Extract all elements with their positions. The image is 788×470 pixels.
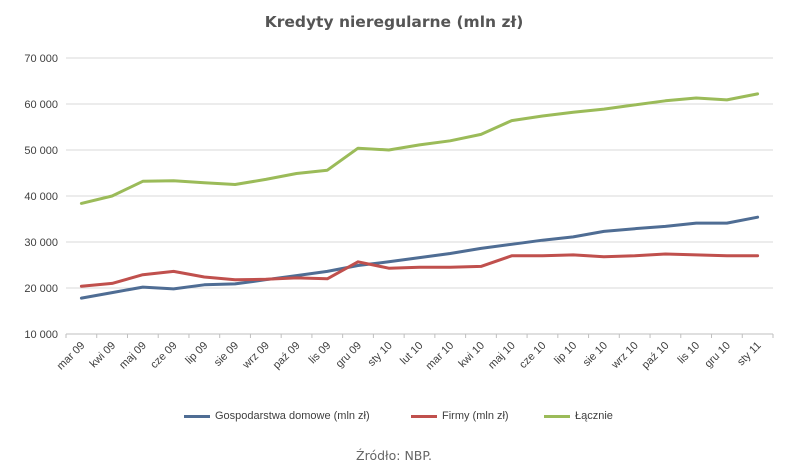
y-tick-label: 40 000 xyxy=(24,191,58,203)
series-line-0 xyxy=(79,215,760,300)
legend-label-lacznie: Łącznie xyxy=(575,410,613,422)
x-tick-label: sty 10 xyxy=(366,340,395,369)
y-tick-label: 60 000 xyxy=(24,99,58,111)
legend-item-lacznie: Łącznie xyxy=(544,410,613,422)
y-tick-label: 70 000 xyxy=(24,53,58,65)
x-tick-label: sie 09 xyxy=(212,340,241,369)
x-tick-label: sie 10 xyxy=(581,340,610,369)
y-tick-label: 20 000 xyxy=(24,283,58,295)
x-tick-label: maj 10 xyxy=(486,340,518,372)
x-tick-label: mar 09 xyxy=(55,340,88,373)
x-tick-label: cze 10 xyxy=(517,340,548,371)
series-line-2 xyxy=(79,92,760,205)
x-tick-label: maj 09 xyxy=(117,340,149,372)
legend-swatch-firmy xyxy=(411,414,437,418)
x-tick-label: gru 09 xyxy=(334,340,365,371)
y-axis: 10 000 20 000 30 000 40 000 50 000 60 000 70 0… xyxy=(24,53,58,341)
y-tick-label: 50 000 xyxy=(24,145,58,157)
x-tick-label: gru 10 xyxy=(702,340,733,371)
x-tick-label: kwi 10 xyxy=(457,340,488,371)
x-tick-label: mar 10 xyxy=(424,340,457,373)
x-tick-label: wrz 10 xyxy=(609,340,641,372)
x-tick-label: paź 10 xyxy=(640,340,672,372)
legend: Gospodarstwa domowe (mln zł) Firmy (mln … xyxy=(0,410,788,426)
x-tick-label: wrz 09 xyxy=(240,340,272,372)
x-tick-label: paź 09 xyxy=(271,340,303,372)
legend-item-gospodarstwa: Gospodarstwa domowe (mln zł) xyxy=(184,410,370,422)
legend-item-firmy: Firmy (mln zł) xyxy=(411,410,509,422)
x-tick-label: lip 09 xyxy=(183,340,210,367)
x-tick-label: kwi 09 xyxy=(88,340,119,371)
legend-label-firmy: Firmy (mln zł) xyxy=(442,410,509,422)
x-tick-label: lut 10 xyxy=(398,340,426,368)
chart-title: Kredyty nieregularne (mln zł) xyxy=(264,13,524,31)
series-lines xyxy=(79,92,760,300)
legend-swatch-lacznie xyxy=(544,414,570,418)
x-tick-label: lis 09 xyxy=(307,340,334,367)
x-tick-label: cze 09 xyxy=(148,340,179,371)
y-tick-label: 30 000 xyxy=(24,237,58,249)
x-tick-label: lip 10 xyxy=(552,340,579,367)
y-tick-label: 10 000 xyxy=(24,329,58,341)
x-tick-label: lis 10 xyxy=(676,340,703,367)
x-tick-label: sty 11 xyxy=(735,340,764,369)
series-line-1 xyxy=(79,252,760,288)
source-note: Źródło: NBP. xyxy=(356,448,432,463)
legend-swatch-gospodarstwa xyxy=(184,414,210,418)
legend-label-gospodarstwa: Gospodarstwa domowe (mln zł) xyxy=(215,410,370,422)
